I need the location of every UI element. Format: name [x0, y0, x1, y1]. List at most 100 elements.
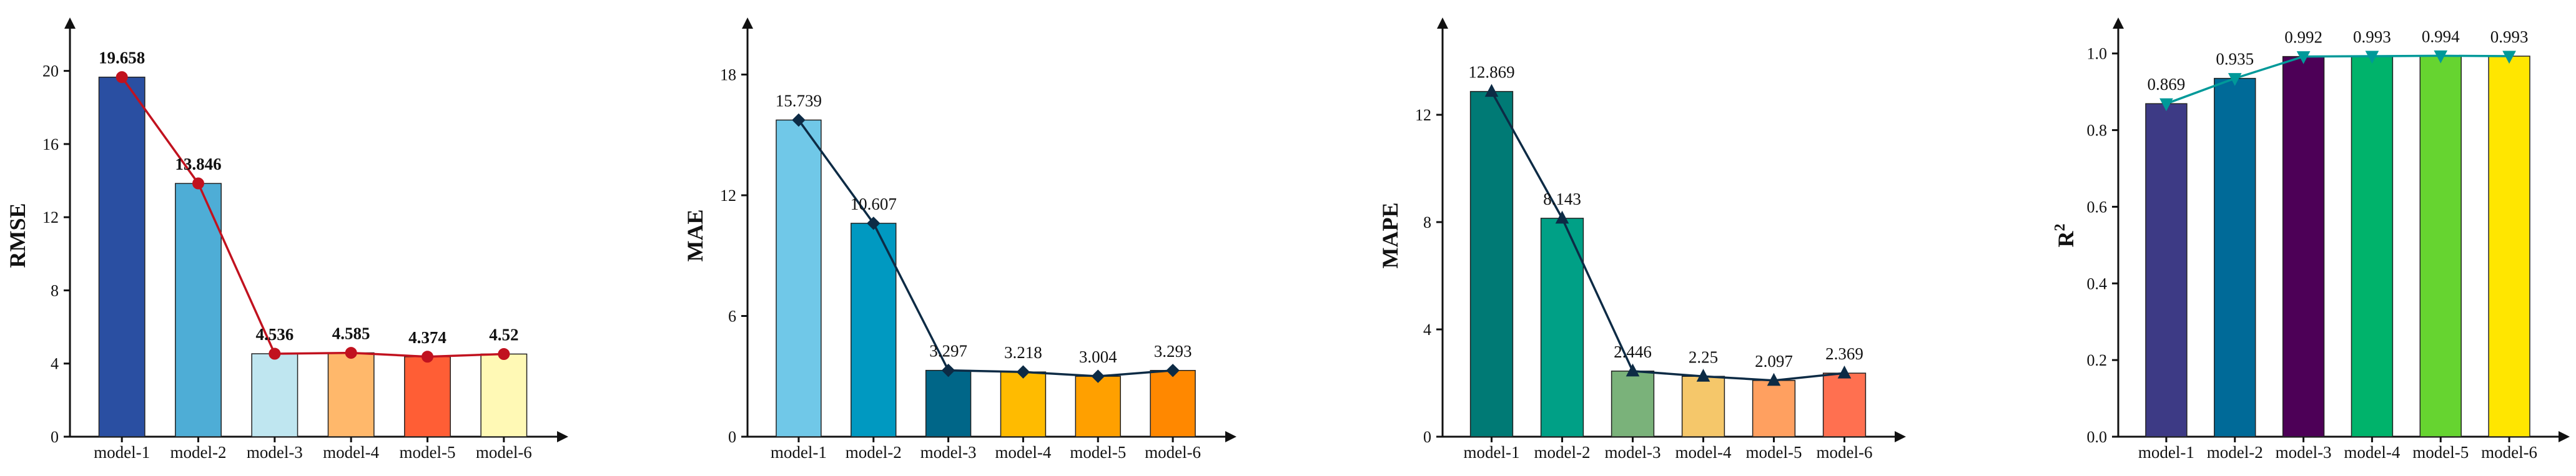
trend-marker-model-3 [1626, 363, 1640, 377]
bar-model-2 [2214, 77, 2256, 437]
bar-model-5 [2419, 55, 2462, 437]
y-tick-label: 0.0 [2087, 428, 2108, 446]
bar-model-2 [1540, 218, 1584, 437]
y-axis-title-main: R [2053, 231, 2078, 248]
x-tick-label: model-6 [1145, 443, 1201, 462]
data-label-model-4: 2.25 [1689, 347, 1718, 366]
data-label-model-5: 2.097 [1755, 352, 1793, 371]
bar-model-5 [404, 356, 451, 437]
trend-marker-model-5 [1091, 369, 1105, 383]
x-tick-label: model-6 [2481, 443, 2537, 462]
x-axis-arrow [557, 431, 568, 442]
y-tick-label: 0 [51, 428, 59, 446]
x-tick-label: model-3 [1605, 443, 1661, 462]
x-axis-arrow [1225, 431, 1236, 442]
y-axis-title: RMSE [5, 203, 30, 268]
x-axis-arrow [2559, 431, 2570, 442]
y-axis-title-main: MAPE [1378, 203, 1403, 269]
x-tick-label: model-3 [247, 443, 303, 462]
chart-panel-1: 0 4 8 12 16 20 RMSE model-1 model-2 model-3 model-… [5, 17, 568, 462]
bar-model-1 [2145, 103, 2188, 437]
trend-marker-model-6 [1837, 366, 1852, 379]
bar-model-5 [1752, 380, 1796, 437]
bar-model-6 [480, 353, 528, 437]
x-tick-label: model-4 [1675, 443, 1732, 462]
y-tick-label: 0.8 [2087, 122, 2108, 140]
data-label-model-4: 4.585 [332, 324, 370, 343]
y-tick-label: 8 [1423, 213, 1431, 231]
y-tick-label: 12 [1415, 106, 1431, 124]
x-tick-label: model-5 [2412, 443, 2469, 462]
chart-panel-3: 0 4 8 12 MAPE model-1 model-2 model-3 model-4 mod… [1378, 17, 1906, 462]
data-label-model-2: 0.935 [2216, 50, 2254, 69]
data-label-model-1: 12.869 [1468, 63, 1514, 82]
y-axis-title: MAPE [1378, 203, 1403, 269]
chart-panel-4: 0.0 0.2 0.4 0.6 0.8 1.0 R2 model-1 model-2 model-… [2052, 17, 2570, 462]
trend-marker-model-5 [2434, 50, 2448, 64]
x-tick-label: model-2 [1534, 443, 1591, 462]
data-label-model-1: 0.869 [2148, 75, 2186, 94]
x-tick-label: model-6 [1817, 443, 1873, 462]
bar-model-6 [2488, 56, 2530, 437]
trend-marker-model-3 [2296, 51, 2311, 64]
bar-model-5 [1075, 376, 1121, 437]
data-label-model-3: 0.992 [2284, 28, 2322, 47]
y-tick-label: 6 [728, 308, 736, 326]
data-label-model-6: 4.52 [489, 325, 518, 344]
x-tick-label: model-3 [920, 443, 977, 462]
data-label-model-3: 4.536 [255, 325, 294, 344]
y-tick-label: 4 [51, 355, 59, 373]
x-tick-label: model-4 [995, 443, 1051, 462]
trend-marker-model-6 [498, 347, 510, 360]
x-tick-label: model-2 [170, 443, 227, 462]
trend-line [121, 76, 504, 358]
data-label-model-3: 2.446 [1614, 342, 1652, 361]
y-tick-label: 1.0 [2087, 45, 2108, 63]
bar-model-4 [2351, 56, 2394, 437]
data-label-model-2: 13.846 [175, 155, 221, 173]
trend-marker-model-6 [1166, 364, 1180, 377]
trend-marker-model-3 [941, 363, 955, 377]
x-tick-label: model-5 [400, 443, 456, 462]
bar-model-6 [1150, 370, 1196, 437]
data-label-model-4: 0.993 [2353, 27, 2391, 46]
x-axis-arrow [1895, 431, 1906, 442]
bar-model-3 [2282, 56, 2325, 437]
trend-marker-model-5 [1767, 372, 1781, 386]
y-axis-title-superscript: 2 [2052, 224, 2068, 231]
y-tick-label: 0 [728, 428, 736, 446]
x-tick-label: model-4 [323, 443, 379, 462]
trend-line [2166, 54, 2510, 105]
bar-model-3 [251, 353, 299, 437]
bar-model-4 [1000, 371, 1047, 437]
x-tick-label: model-3 [2276, 443, 2332, 462]
y-tick-label: 18 [720, 66, 736, 84]
data-label-model-1: 15.739 [776, 91, 822, 110]
trend-marker-model-4 [1696, 369, 1710, 382]
bar-model-3 [1611, 371, 1655, 437]
data-label-model-6: 3.293 [1154, 342, 1192, 361]
data-label-model-5: 4.374 [408, 328, 447, 347]
chart-panel-2: 0 6 12 18 MAE model-1 model-2 model-3 model-4 mod… [683, 17, 1236, 462]
y-axis-arrow [2113, 17, 2124, 29]
trend-marker-model-1 [792, 113, 806, 127]
trend-marker-model-4 [345, 347, 357, 359]
y-tick-label: 12 [42, 208, 59, 226]
x-tick-label: model-5 [1070, 443, 1126, 462]
trend-marker-model-2 [2228, 73, 2242, 86]
trend-marker-model-2 [1555, 210, 1569, 224]
y-axis-arrow [1437, 17, 1448, 29]
y-axis-title-main: RMSE [5, 203, 30, 268]
trend-marker-model-1 [116, 71, 128, 84]
trend-line [797, 119, 1173, 377]
data-label-model-6: 2.369 [1825, 344, 1863, 363]
bar-model-4 [1681, 376, 1725, 437]
x-tick-label: model-1 [771, 443, 827, 462]
trend-marker-model-6 [2502, 51, 2516, 64]
y-tick-label: 16 [42, 135, 59, 153]
data-label-model-5: 3.004 [1079, 347, 1117, 366]
y-tick-label: 20 [42, 62, 59, 80]
data-label-model-6: 0.993 [2490, 27, 2529, 46]
x-tick-label: model-6 [476, 443, 532, 462]
